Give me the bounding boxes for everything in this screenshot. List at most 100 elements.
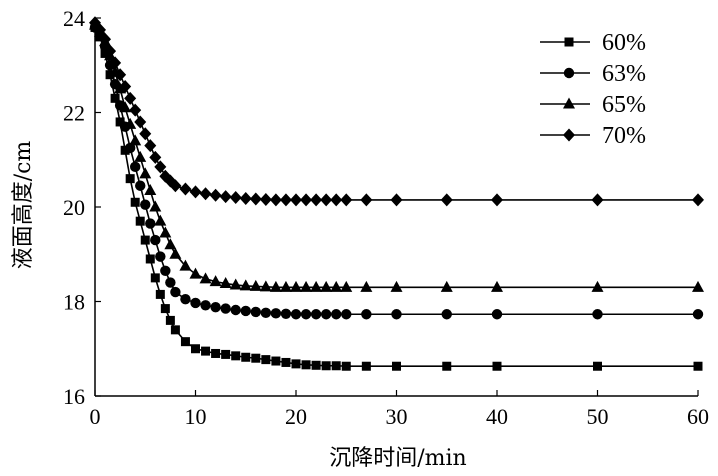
data-point [331,309,342,320]
legend-item: 70% [540,123,646,149]
data-point [104,44,117,58]
data-point [189,185,202,199]
legend-label: 65% [602,92,646,118]
data-point [130,197,140,207]
data-point [115,117,125,127]
data-point [230,304,241,316]
data-point [290,193,302,207]
data-point [170,286,181,298]
data-point [280,308,292,319]
data-point [229,278,242,290]
data-point [239,191,252,205]
data-point [209,275,222,287]
data-point [220,303,231,314]
data-point [135,216,145,226]
y-tick-label: 22 [63,101,85,126]
x-tick-label: 10 [185,404,207,429]
data-point [105,70,115,80]
data-point [154,160,167,174]
x-tick-label: 30 [386,404,408,429]
data-point [209,188,222,202]
data-point [119,101,132,113]
data-point [231,351,241,361]
data-point [149,200,162,212]
data-point [129,103,142,117]
data-point [149,150,162,164]
data-point [320,280,333,292]
data-point [240,305,251,317]
data-point [591,193,604,207]
data-point [301,360,311,370]
data-point [180,337,190,347]
data-point [125,174,135,184]
data-point [270,308,282,319]
y-tick-label: 18 [63,290,85,315]
data-point [310,193,323,207]
legend-marker [563,128,575,142]
data-point [440,280,453,292]
data-point [331,361,341,371]
data-point [360,280,373,292]
x-tick-label: 50 [587,404,609,429]
legend-label: 60% [602,30,646,56]
data-point [130,161,141,173]
data-point [100,48,110,58]
data-point [94,23,107,37]
data-point [692,193,704,207]
data-point [330,193,343,207]
data-point [360,193,373,207]
data-point [300,280,313,292]
data-point [155,289,165,299]
data-point [109,56,122,70]
data-point [491,193,503,207]
data-point [134,115,147,129]
data-point [170,325,180,335]
data-point [179,259,192,271]
data-point [189,267,202,279]
data-point [219,190,232,204]
data-point [291,359,301,369]
data-point [259,280,272,292]
data-point [201,346,211,356]
data-point [310,280,323,292]
x-axis-title: 沉降时间/min [329,446,466,471]
data-point [179,182,192,196]
data-point [361,309,372,320]
data-point [250,306,261,318]
data-point [269,193,282,207]
data-point [391,309,402,320]
data-point [692,309,704,320]
data-point [330,280,343,292]
legend-label: 70% [602,123,646,149]
y-tick-label: 20 [63,195,85,220]
data-point [260,307,272,319]
data-point [169,247,182,259]
data-point [492,361,502,371]
legend-marker [563,97,575,109]
legend-item: 63% [540,61,646,87]
data-point [591,280,604,292]
data-point [139,127,152,141]
data-point [140,199,151,210]
data-point [210,301,221,313]
data-point [442,361,452,371]
data-point [160,265,171,276]
data-point [390,193,403,207]
data-point [241,352,251,362]
axes: 0 10 20 30 40 50 60 16 18 20 22 24 [63,6,709,429]
y-tick-label: 24 [63,6,85,31]
data-point [154,214,167,226]
data-point [190,297,201,309]
x-tick-label: 20 [285,404,307,429]
data-point [120,145,130,155]
data-point [361,361,371,371]
data-point [440,193,453,207]
data-point [199,187,212,201]
legend-marker [563,67,575,79]
legend-item: 60% [540,30,646,56]
series-triangle [89,18,704,292]
data-point [124,117,137,129]
data-point [124,91,137,105]
series-line [94,24,698,289]
data-point [145,218,156,229]
